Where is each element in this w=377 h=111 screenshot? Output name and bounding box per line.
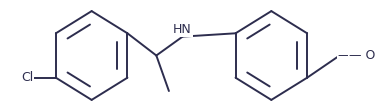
- Text: — O: — O: [349, 49, 375, 62]
- Text: HN: HN: [173, 23, 192, 37]
- Text: Cl: Cl: [21, 71, 33, 84]
- Text: — O: — O: [338, 49, 364, 62]
